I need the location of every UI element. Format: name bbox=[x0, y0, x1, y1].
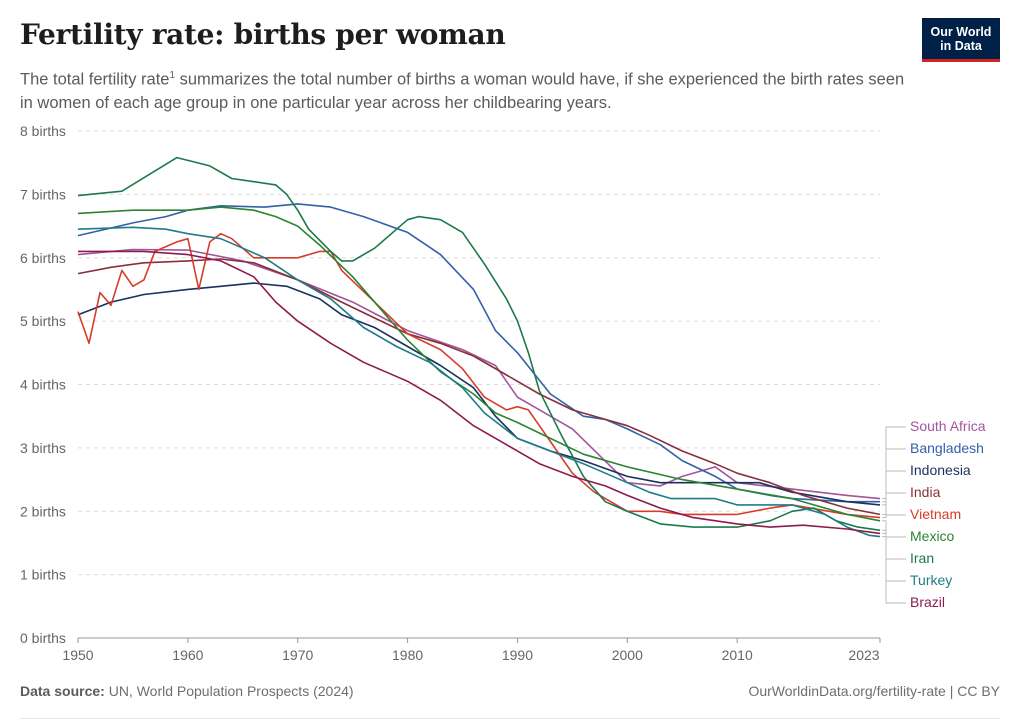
series-line-iran[interactable] bbox=[77, 156, 881, 532]
legend-label-brazil[interactable]: Brazil bbox=[910, 594, 945, 610]
series-line-bangladesh[interactable] bbox=[77, 203, 880, 503]
x-tick-label: 2010 bbox=[722, 647, 753, 663]
y-tick-label: 7 births bbox=[20, 186, 66, 202]
y-tick-label: 8 births bbox=[20, 123, 66, 139]
legend-label-india[interactable]: India bbox=[910, 484, 941, 500]
series-lines bbox=[77, 156, 881, 538]
legend-label-south-africa[interactable]: South Africa bbox=[910, 418, 986, 434]
y-tick-label: 3 births bbox=[20, 440, 66, 456]
legend-label-iran[interactable]: Iran bbox=[910, 550, 934, 566]
legend-label-turkey[interactable]: Turkey bbox=[910, 572, 952, 588]
data-source-text: UN, World Population Prospects (2024) bbox=[104, 683, 354, 699]
series-line-indonesia[interactable] bbox=[77, 282, 881, 506]
data-source: Data source: UN, World Population Prospe… bbox=[20, 683, 354, 699]
subtitle-text-start: The total fertility rate bbox=[20, 70, 170, 89]
x-tick-label: 2000 bbox=[612, 647, 643, 663]
legend-connector bbox=[882, 514, 906, 519]
logo-line-1: Our World bbox=[930, 25, 992, 39]
series-line-turkey[interactable] bbox=[77, 226, 881, 538]
series-line-mexico[interactable] bbox=[77, 206, 881, 522]
legend-connector bbox=[882, 492, 906, 515]
chart-subtitle: The total fertility rate1 summarizes the… bbox=[20, 64, 920, 115]
x-tick-label: 1980 bbox=[392, 647, 423, 663]
series-line-vietnam[interactable] bbox=[77, 232, 881, 519]
x-tick-label: 1970 bbox=[282, 647, 313, 663]
gridlines bbox=[78, 130, 880, 639]
logo-line-2: in Data bbox=[940, 39, 982, 53]
y-tick-label: 2 births bbox=[20, 503, 66, 519]
legend-label-mexico[interactable]: Mexico bbox=[910, 528, 955, 544]
legend-connector bbox=[882, 520, 906, 538]
y-tick-label: 4 births bbox=[20, 377, 66, 393]
legend-connector bbox=[882, 532, 906, 604]
y-tick-label: 1 births bbox=[20, 567, 66, 583]
legend-label-vietnam[interactable]: Vietnam bbox=[910, 506, 961, 522]
chart-title: Fertility rate: births per woman bbox=[20, 18, 506, 51]
data-source-label: Data source: bbox=[20, 683, 105, 699]
x-axis: 1950 1960 1970 1980 1990 2000 2010 2023 bbox=[62, 638, 881, 663]
y-tick-label: 5 births bbox=[20, 313, 66, 329]
legend-label-indonesia[interactable]: Indonesia bbox=[910, 462, 971, 478]
legend-connectors bbox=[882, 426, 906, 604]
legend-connector bbox=[882, 470, 906, 506]
y-tick-label: 0 births bbox=[20, 630, 66, 646]
owid-logo[interactable]: Our World in Data bbox=[922, 18, 1000, 62]
x-tick-label: 1990 bbox=[502, 647, 533, 663]
x-tick-label: 2023 bbox=[848, 647, 879, 663]
x-tick-label: 1960 bbox=[172, 647, 203, 663]
footnote-marker[interactable]: 1 bbox=[169, 70, 176, 81]
legend: South Africa Bangladesh Indonesia India Viet… bbox=[910, 418, 986, 610]
y-axis: 0 births 1 births 2 births 3 births 4 births… bbox=[20, 123, 66, 646]
series-line-india[interactable] bbox=[77, 258, 881, 516]
source-url-link[interactable]: OurWorldinData.org/fertility-rate | CC B… bbox=[748, 683, 1000, 699]
x-tick-label: 1950 bbox=[62, 647, 93, 663]
subtitle-text-end: summarizes the total number of births a … bbox=[20, 70, 905, 112]
footer-divider bbox=[20, 718, 1000, 719]
legend-label-bangladesh[interactable]: Bangladesh bbox=[910, 440, 984, 456]
y-tick-label: 6 births bbox=[20, 250, 66, 266]
series-line-brazil[interactable] bbox=[78, 250, 881, 535]
